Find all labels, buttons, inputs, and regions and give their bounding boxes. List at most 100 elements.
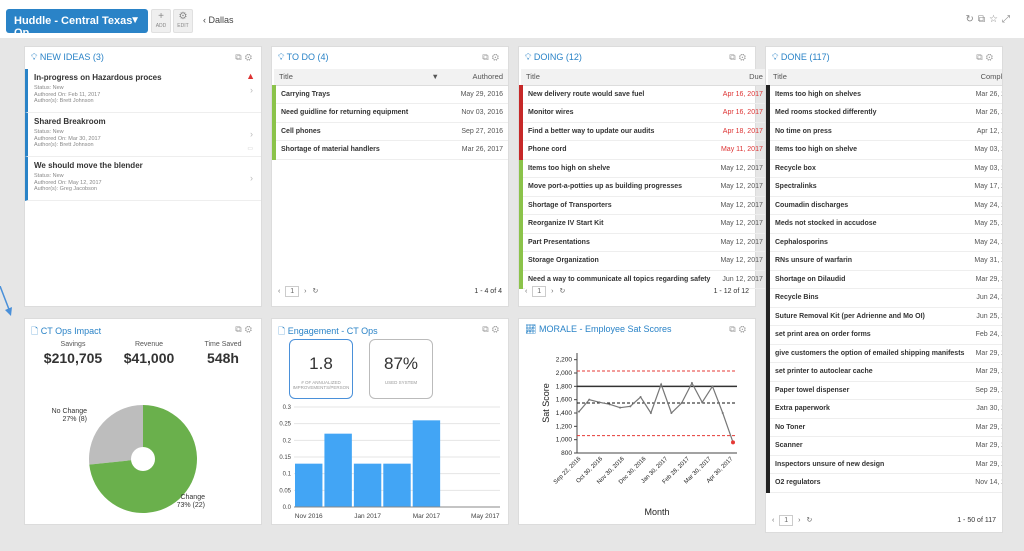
table-row[interactable]: Suture Removal Kit (per Adrienne and Mo … [766,307,1002,326]
page-input[interactable]: 1 [532,286,547,297]
data-point[interactable] [670,412,673,414]
pie-slice-0[interactable] [89,405,143,465]
copy-icon[interactable]: ⧉ [976,52,986,62]
col-title[interactable]: Title [768,69,970,86]
bar[interactable] [383,463,411,507]
table-row[interactable]: Shortage of Transporters May 12, 2017 [518,196,768,215]
table-row[interactable]: Storage Organization May 12, 2017 [518,251,768,271]
page-input[interactable]: 1 [285,286,300,297]
copy-icon[interactable]: ⧉ [482,324,492,334]
next-page-icon[interactable]: › [551,288,554,295]
gear-icon[interactable]: ⚙ [738,324,749,334]
data-point[interactable] [660,383,663,386]
table-row[interactable]: Move port-a-potties up as building progr… [518,177,768,197]
gear-icon[interactable]: ⚙ [244,52,255,62]
next-page-icon[interactable]: › [304,288,307,295]
refresh-icon[interactable]: ↻ [559,288,566,295]
table-row[interactable]: Part Presentations May 12, 2017 [518,233,768,252]
data-point[interactable] [588,398,591,401]
table-row[interactable]: Items too high on shelve May 12, 2017 [518,159,768,178]
table-row[interactable]: Cell phones Sep 27, 2016 [272,122,508,141]
edit-button[interactable]: ⚙ EDIT [173,9,193,33]
table-row[interactable]: New delivery route would save fuel Apr 16… [518,85,768,104]
copy-icon[interactable]: ⧉ [729,52,739,62]
prev-page-icon[interactable]: ‹ [525,288,528,295]
star-icon[interactable]: ☆ [989,14,1002,25]
next-page-icon[interactable]: › [798,517,801,524]
data-point[interactable] [619,406,622,409]
board-selector[interactable]: Huddle - Central Texas Op... ▼ [6,9,148,39]
copy-icon[interactable]: ⧉ [729,324,739,334]
data-point[interactable] [701,401,704,404]
data-point[interactable] [598,401,601,404]
table-row[interactable]: Phone cord May 11, 2017 [518,140,768,160]
bar[interactable] [295,463,323,507]
gear-icon[interactable]: ⚙ [491,52,502,62]
table-row[interactable]: Reorganize IV Start Kit May 12, 2017 [518,214,768,234]
table-row[interactable]: Shortage of material handlers Mar 26, 201… [272,140,508,160]
col-completed[interactable]: Completed [969,69,1002,86]
col-authored[interactable]: Authored [443,69,508,86]
gear-icon[interactable]: ⚙ [738,52,749,62]
copy-icon[interactable]: ⧉ [235,324,245,334]
breadcrumb[interactable]: ‹ Dallas [203,15,234,25]
table-row[interactable]: give customers the option of emailed shi… [766,344,1002,363]
page-input[interactable]: 1 [779,515,794,526]
table-row[interactable]: Need guidline for returning equipment Nov… [272,103,508,123]
idea-card[interactable]: In-progress on Hazardous proces Status: N… [25,69,261,113]
table-row[interactable]: Monitor wires Apr 16, 2017 [518,103,768,123]
prev-page-icon[interactable]: ‹ [772,517,775,524]
col-title[interactable]: Title [521,69,716,86]
data-point[interactable] [690,382,693,384]
table-row[interactable]: Carrying Trays May 29, 2016 [272,85,508,104]
data-point[interactable] [711,385,714,388]
refresh-icon[interactable]: ↻ [312,288,319,295]
refresh-icon[interactable]: ↻ [965,14,978,25]
data-point[interactable] [629,405,632,408]
col-title[interactable]: Title ▼ [274,69,444,86]
col-due[interactable]: Due [715,69,768,86]
data-point[interactable] [680,402,683,404]
data-point[interactable] [639,396,642,398]
expand-icon[interactable]: ⤢ [1002,14,1014,25]
copy-icon[interactable]: ⧉ [235,52,245,62]
data-point[interactable] [721,412,724,414]
copy-icon[interactable]: ⧉ [482,52,492,62]
data-point[interactable] [608,403,611,406]
gear-icon[interactable]: ⚙ [244,324,255,334]
data-point[interactable] [731,440,735,445]
idea-card[interactable]: We should move the blender Status: New Aut… [25,157,261,201]
gear-icon[interactable]: ⚙ [491,324,502,334]
gear-icon[interactable]: ⚙ [985,52,996,62]
prev-page-icon[interactable]: ‹ [278,288,281,295]
bar[interactable] [324,433,352,507]
table-row[interactable]: Find a better way to update our audits Ap… [518,122,768,141]
refresh-icon[interactable]: ↻ [806,517,813,524]
data-point[interactable] [649,412,652,414]
idea-card[interactable]: Shared Breakroom Status: New Authored On: … [25,113,261,157]
data-point[interactable] [578,410,580,413]
bar[interactable] [353,463,382,507]
bar[interactable] [412,420,441,507]
copy-icon[interactable]: ⧉ [977,14,990,25]
